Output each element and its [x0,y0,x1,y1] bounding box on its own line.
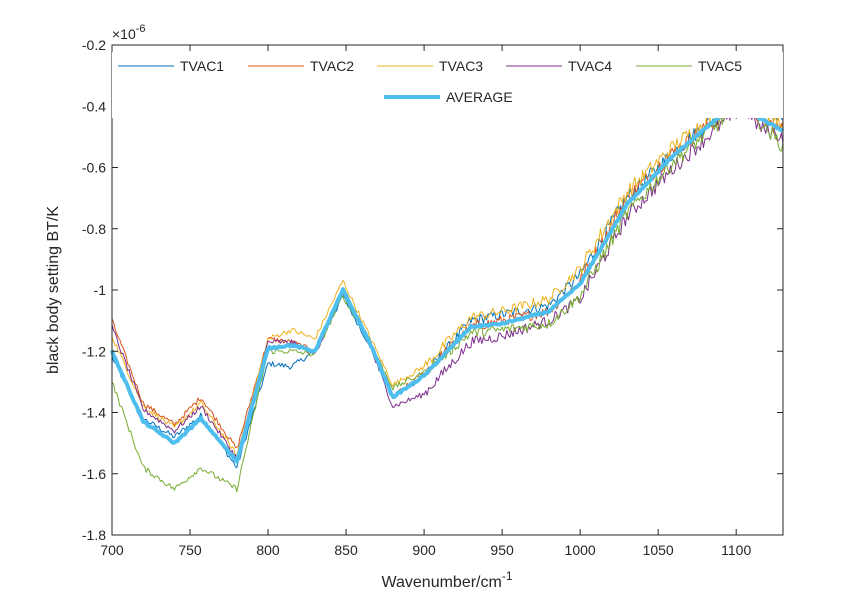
y-exponent-power: -6 [136,23,146,35]
x-tick-label: 800 [256,542,280,558]
series-line-tvac2 [111,96,784,448]
y-exponent-base: ×10 [112,26,136,42]
x-axis-label-superscript: -1 [502,569,513,583]
y-tick-label: -0.2 [82,37,106,53]
x-tick-label: 700 [100,542,124,558]
legend-label-tvac1: TVAC1 [180,58,224,74]
plot-background [112,45,783,535]
y-tick-label: -1.2 [82,343,106,359]
y-tick-label: -0.8 [82,221,106,237]
legend-label-tvac3: TVAC3 [439,58,483,74]
legend: TVAC1 TVAC2 TVAC3 TVAC4 TVAC5 AVERAGE [112,52,783,118]
y-axis-label: black body setting BT/K [45,206,62,374]
x-tick-label: 950 [490,542,514,558]
series-layer [110,88,785,493]
legend-label-tvac4: TVAC4 [568,58,612,74]
x-tick-label: 1050 [643,542,674,558]
y-tick-label: -0.6 [82,160,106,176]
series-line-average [110,98,785,464]
legend-label-tvac5: TVAC5 [698,58,742,74]
x-tick-label: 1100 [721,542,751,558]
series-line-tvac3 [111,91,784,456]
y-tick-label: -0.4 [82,98,106,114]
x-tick-label: 900 [412,542,436,558]
x-tick-label: 850 [334,542,358,558]
y-exponent-label: ×10-6 [112,23,146,42]
plot-frame [111,44,784,536]
tick-layer: 700 750 800 850 900 950 1000 1050 1100 -1.8 -1.6 -1… [82,37,783,558]
legend-label-tvac2: TVAC2 [310,58,354,74]
x-tick-label: 750 [178,542,202,558]
x-tick-label: 1000 [565,542,596,558]
y-tick-label: -1.8 [82,527,106,543]
x-axis-label: Wavenumber/cm-1 [382,569,513,591]
y-tick-label: -1 [94,282,107,298]
y-tick-label: -1.6 [82,466,106,482]
x-axis-label-text: Wavenumber/cm [382,574,502,591]
y-tick-label: -1.4 [82,405,106,421]
legend-label-average: AVERAGE [446,89,513,105]
legend-box [112,52,783,118]
